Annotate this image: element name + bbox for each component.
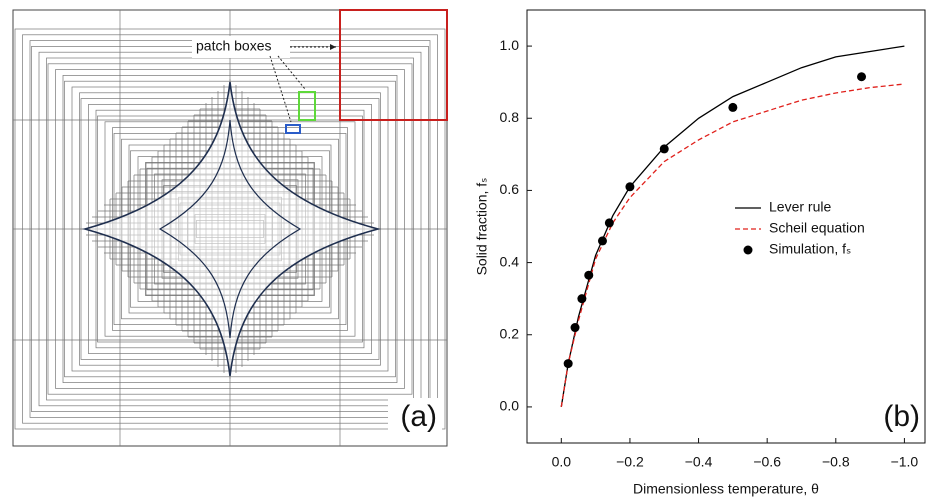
figure: patch boxes (a) 0.0−0.2−0.4−0.6−0.8−1.00… [0, 0, 934, 499]
legend-label: Lever rule [769, 199, 831, 215]
x-axis-label: Dimensionless temperature, θ [633, 481, 819, 497]
legend-label: Simulation, fₛ [769, 241, 851, 257]
chart: 0.0 −0.2 −0.4 −0.6 −0.8 −1.0 0.0 0.2 0.4 0.6 0.8 1.… [474, 10, 925, 497]
y-tick-label: 0.4 [500, 253, 520, 269]
data-point [584, 271, 593, 280]
y-tick-label: 1.0 [500, 37, 520, 53]
x-tick-label: −0.8 [822, 454, 850, 470]
legend-marker [744, 246, 753, 255]
y-tick-label: 0.6 [500, 181, 520, 197]
data-point [728, 103, 737, 112]
x-tick-label: −0.2 [616, 454, 644, 470]
data-point [577, 294, 586, 303]
y-axis-label: Solid fraction, fₛ [474, 178, 490, 276]
x-tick-label: −1.0 [891, 454, 919, 470]
x-tick-label: −0.4 [685, 454, 713, 470]
panel-label: (b) [883, 400, 920, 433]
x-tick-label: −0.6 [753, 454, 781, 470]
y-tick-label: 0.2 [500, 325, 520, 341]
y-tick-label: 0.8 [500, 109, 520, 125]
data-point [605, 218, 614, 227]
mesh-panel: patch boxes (a) [13, 10, 447, 446]
x-tick-label: 0.0 [552, 454, 572, 470]
data-point [564, 359, 573, 368]
data-point [857, 72, 866, 81]
data-point [625, 182, 634, 191]
data-point [660, 144, 669, 153]
data-point [571, 323, 580, 332]
legend-label: Scheil equation [769, 220, 865, 236]
series-line [561, 84, 904, 407]
annotation: patch boxes [196, 38, 272, 54]
data-point [598, 236, 607, 245]
panel-label: (a) [400, 400, 437, 433]
y-tick-label: 0.0 [500, 398, 520, 414]
